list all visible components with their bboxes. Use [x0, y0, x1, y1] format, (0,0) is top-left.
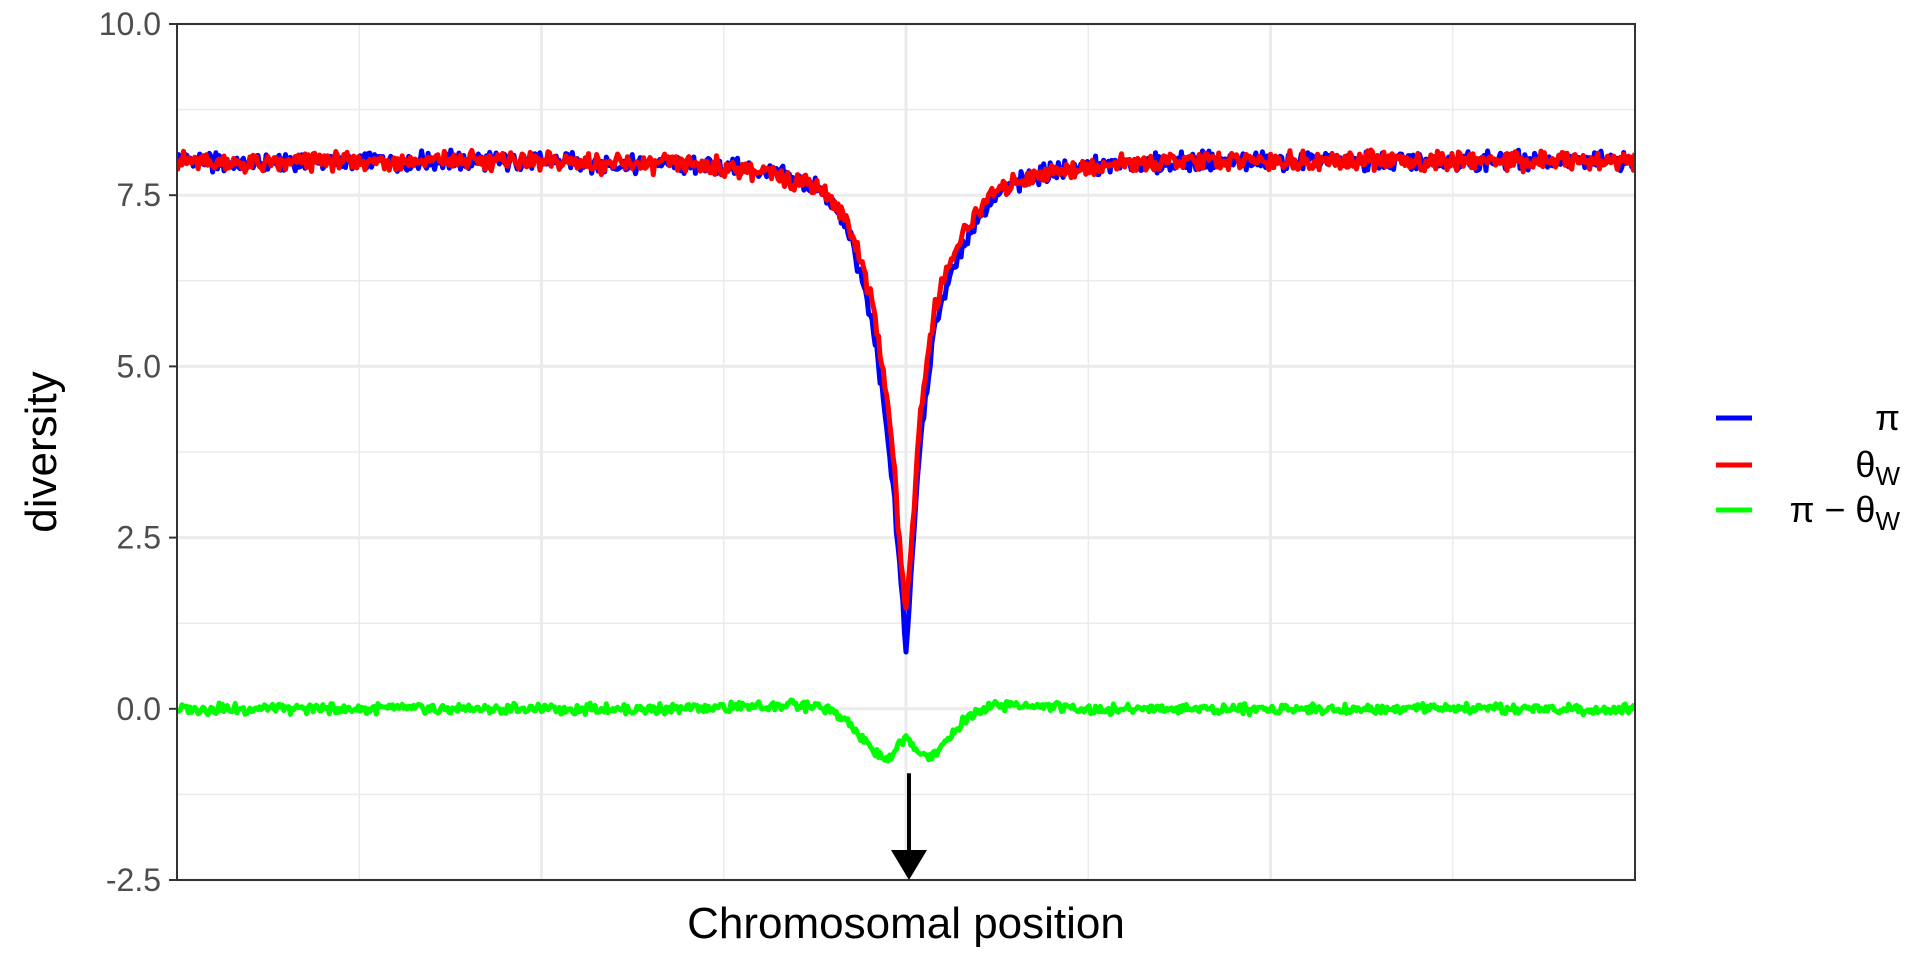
legend-label-subscript: W — [1875, 506, 1900, 536]
y-axis: 10.0 7.5 5.0 2.5 0.0 -2.5 — [99, 6, 177, 898]
x-axis-title: Chromosomal position — [687, 899, 1125, 948]
y-tick-label: 10.0 — [99, 6, 161, 42]
legend-label-2: π − θW — [1790, 489, 1901, 536]
y-tick-label: 0.0 — [117, 691, 161, 727]
legend-label-text: θ — [1855, 444, 1875, 485]
arrow-head — [891, 850, 927, 880]
legend-label-0: π — [1875, 397, 1900, 438]
legend-label-text: π — [1875, 397, 1900, 438]
arrow-annotation — [891, 773, 927, 880]
y-tick-label: 7.5 — [117, 177, 161, 213]
y-axis-title: diversity — [17, 371, 66, 532]
legend-label-1: θW — [1855, 444, 1900, 491]
series-line-2 — [177, 697, 1635, 764]
series-line-1 — [177, 147, 1635, 611]
y-tick-label: -2.5 — [106, 862, 161, 898]
series-layer — [177, 147, 1635, 764]
plot-border — [176, 23, 1636, 881]
y-tick-label: 2.5 — [117, 520, 161, 556]
y-tick-label: 5.0 — [117, 348, 161, 384]
legend-label-subscript: W — [1875, 461, 1900, 491]
legend-label-text: π − θ — [1790, 489, 1876, 530]
